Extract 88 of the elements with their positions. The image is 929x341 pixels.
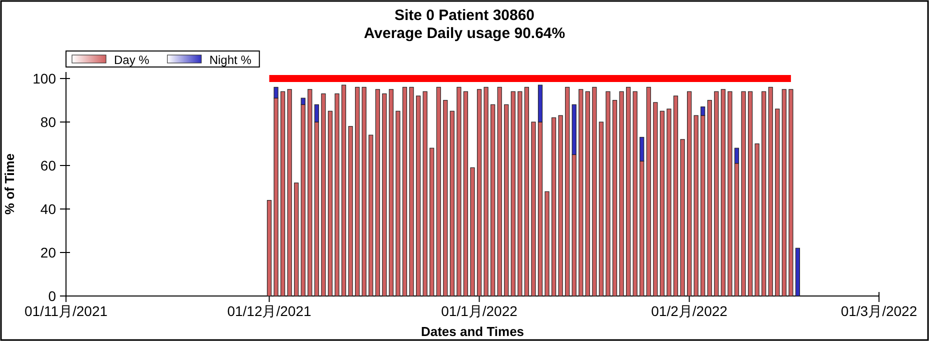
bar [266,200,272,296]
bar [666,108,672,296]
bar [518,91,522,296]
bar [741,91,746,296]
bar [321,93,326,296]
bar [585,91,590,296]
bar [680,139,685,296]
bar [728,91,732,296]
bar [632,91,638,296]
bar [673,96,678,296]
bar [598,122,604,296]
bar [748,91,753,296]
legend-label: Night % [209,53,252,67]
bar [484,86,488,296]
bar [436,86,441,296]
bar [470,167,475,296]
bar [592,86,597,296]
y-tick-label: 0 [48,288,56,304]
y-tick-label: 40 [40,201,56,218]
bar [287,89,292,296]
bar [388,89,394,296]
x-tick-label: 01/12月/2021 [227,303,312,319]
chart-title: Site 0 Patient 30860 [394,7,535,24]
bar [328,110,333,296]
bar [308,89,312,296]
bar [409,86,414,296]
x-tick-label: 01/2月/2022 [651,303,728,319]
bar [416,96,421,296]
bar [544,191,550,296]
bar [552,117,556,296]
y-axis-title: % of Time [2,153,17,215]
bar [606,91,610,296]
y-tick-label: 100 [32,70,56,87]
bar [558,115,563,296]
bar [368,134,374,296]
bar [653,102,658,296]
bar [762,91,766,296]
bar [497,86,502,296]
bar [646,86,651,296]
bar [280,91,286,296]
bar [355,86,360,296]
bar [768,86,773,296]
bar [788,89,794,296]
bar [619,91,624,296]
bar [687,91,692,296]
bar [578,89,584,296]
bar [720,89,726,296]
x-tick-label: 01/1月/2022 [441,303,518,319]
bar [531,122,536,296]
bar [754,143,760,296]
y-tick-label: 80 [40,114,56,130]
bar [430,148,434,296]
bar [795,248,800,296]
bar [524,86,529,296]
bar [782,89,786,296]
y-tick-label: 60 [40,158,56,174]
bar [504,104,509,296]
bar [362,86,366,296]
bar [463,91,468,296]
bar [341,84,346,296]
bar [396,110,400,296]
bar [348,126,353,296]
bar [694,115,698,296]
legend-label: Day % [114,53,150,67]
bar [775,108,780,296]
bar [476,89,482,296]
bar [612,100,618,296]
bar [450,110,454,296]
bar [510,91,516,296]
bar [714,91,719,296]
bar [660,110,664,296]
x-tick-label: 01/3月/2022 [840,303,918,319]
bar [490,104,496,296]
bar [565,86,570,296]
bar [375,89,380,296]
x-axis-title: Dates and Times [420,324,524,339]
bar [626,86,631,296]
bar [443,100,448,296]
x-tick-label: 01/11月/2021 [24,303,108,319]
y-tick-label: 20 [40,244,56,261]
bar [422,91,428,296]
chart-subtitle: Average Daily usage 90.64% [364,25,566,42]
bar [456,86,462,296]
bar [294,182,299,296]
bar [707,100,712,296]
bar [334,93,340,296]
bar [402,86,408,296]
bar [382,93,387,296]
